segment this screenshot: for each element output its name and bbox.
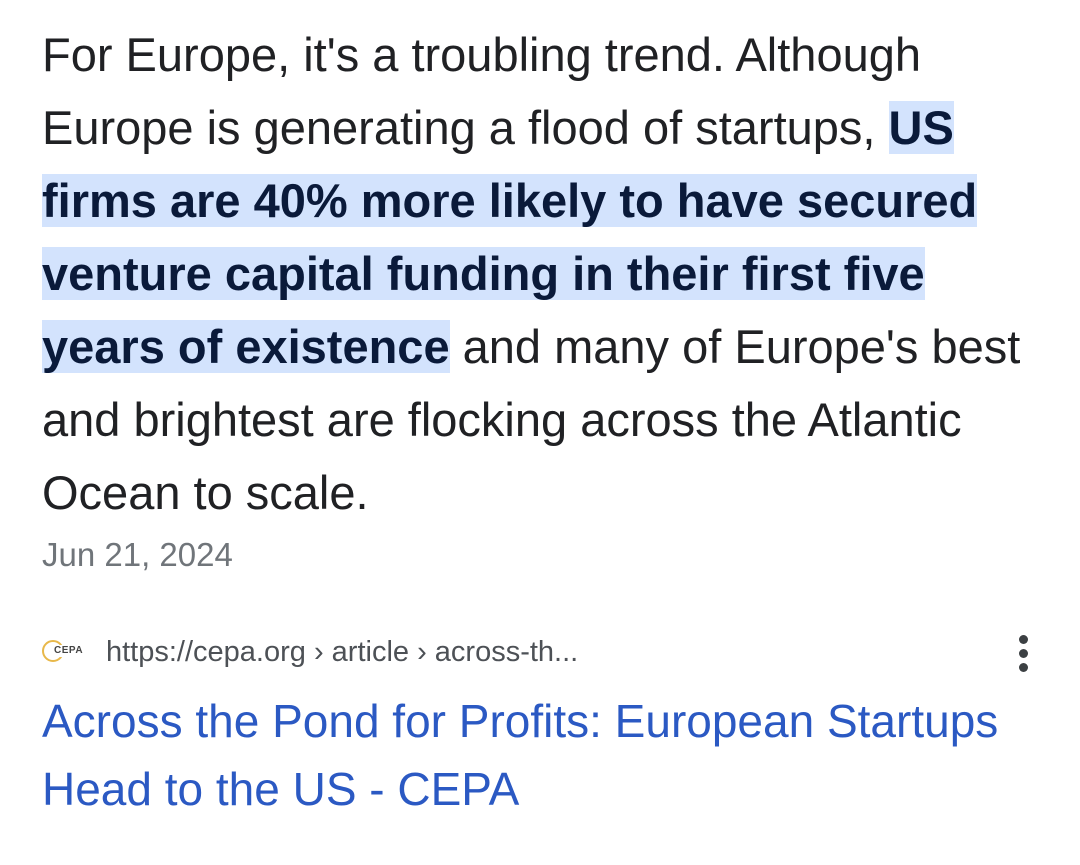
snippet-text-after: and many of Europe's best and brightest … [42, 320, 1021, 519]
favicon-text: CEPA [53, 645, 85, 657]
kebab-dot [1019, 663, 1028, 672]
source-url[interactable]: https://cepa.org › article › across-th..… [106, 636, 579, 668]
result-title-link[interactable]: Across the Pond for Profits: European St… [42, 695, 999, 815]
source-row[interactable]: CEPA https://cepa.org › article › across… [42, 630, 1042, 674]
more-vert-icon[interactable] [1010, 632, 1038, 676]
snippet-text-before: For Europe, it's a troubling trend. Alth… [42, 28, 922, 154]
cepa-favicon-icon: CEPA [42, 639, 86, 665]
kebab-dot [1019, 649, 1028, 658]
snippet-date: Jun 21, 2024 [42, 536, 233, 573]
featured-snippet-text: For Europe, it's a troubling trend. Alth… [42, 18, 1042, 529]
kebab-dot [1019, 635, 1028, 644]
